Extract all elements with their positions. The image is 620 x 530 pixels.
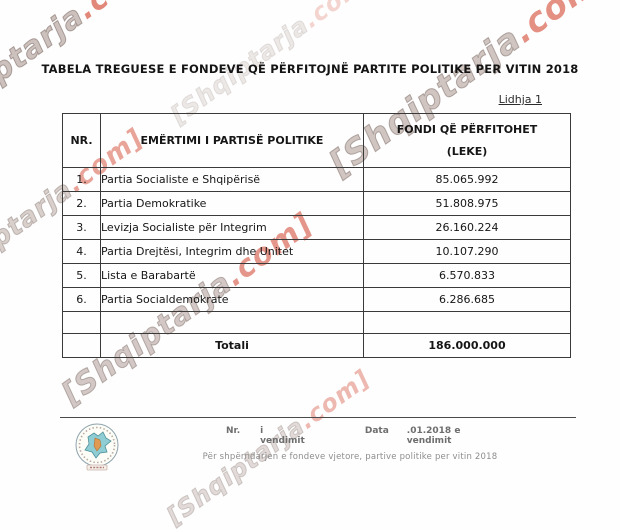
amount-cell: 26.160.224	[363, 215, 571, 240]
amount-cell: 6.570.833	[363, 263, 571, 288]
data-label: Data	[364, 426, 389, 436]
row-number-cell: 1.	[62, 167, 101, 192]
empty-row	[62, 311, 571, 334]
header-fund-line1: FONDI QË PËRFITOHET	[396, 123, 538, 136]
party-name-cell: Partia Drejtësi, Integrim dhe Unitet	[100, 239, 364, 264]
row-number-cell: 2.	[62, 191, 101, 216]
footer-text-block: Nr. i vendimit Data .01.2018 e vendimit …	[200, 426, 500, 462]
table-row: 5. Lista e Barabartë 6.570.833	[62, 263, 571, 288]
amount-cell: 85.065.992	[363, 167, 571, 192]
party-name-cell: Partia Socialdemokrate	[100, 287, 364, 312]
footer-divider-line	[60, 417, 576, 418]
table-row: 6. Partia Socialdemokrate 6.286.685	[62, 287, 571, 312]
header-cell-nr: NR.	[62, 113, 101, 168]
funds-table: NR. EMËRTIMI I PARTISË POLITIKE FONDI QË…	[62, 113, 571, 358]
total-row: Totali 186.000.000	[62, 333, 571, 358]
table-row: 2. Partia Demokratike 51.808.975	[62, 191, 571, 216]
nr-label: Nr.	[226, 426, 241, 436]
party-name-cell: Partia Socialiste e Shqipërisë	[100, 167, 364, 192]
row-number-cell: 4.	[62, 239, 101, 264]
total-amount: 186.000.000	[363, 333, 571, 358]
party-name-cell: Partia Demokratike	[100, 191, 364, 216]
row-number-cell: 3.	[62, 215, 101, 240]
header-cell-fund: FONDI QË PËRFITOHET (LEKE)	[363, 113, 571, 168]
amount-cell: 51.808.975	[363, 191, 571, 216]
decision-number-line: Nr. i vendimit Data .01.2018 e vendimit	[200, 426, 500, 446]
party-name-cell: Levizja Socialiste për Integrim	[100, 215, 364, 240]
institution-seal	[75, 423, 119, 471]
table-header-row: NR. EMËRTIMI I PARTISË POLITIKE FONDI QË…	[62, 113, 571, 168]
amount-cell: 6.286.685	[363, 287, 571, 312]
total-label: Totali	[100, 333, 364, 358]
header-cell-party: EMËRTIMI I PARTISË POLITIKE	[100, 113, 364, 168]
nr-suffix: i vendimit	[260, 426, 305, 446]
table-row: 3. Levizja Socialiste për Integrim 26.16…	[62, 215, 571, 240]
page-title: TABELA TREGUESE E FONDEVE QË PËRFITOJNË …	[41, 62, 579, 76]
party-name-cell: Lista e Barabartë	[100, 263, 364, 288]
table-row: 1. Partia Socialiste e Shqipërisë 85.065…	[62, 167, 571, 192]
data-suffix: .01.2018 e vendimit	[406, 426, 461, 446]
table-row: 4. Partia Drejtësi, Integrim dhe Unitet …	[62, 239, 571, 264]
header-fund-line2: (LEKE)	[446, 145, 488, 158]
row-number-cell: 6.	[62, 287, 101, 312]
amount-cell: 10.107.290	[363, 239, 571, 264]
attachment-label: Lidhja 1	[498, 93, 542, 106]
decision-subject-line: Për shpërndarjen e fondeve vjetore, part…	[202, 452, 498, 462]
row-number-cell: 5.	[62, 263, 101, 288]
